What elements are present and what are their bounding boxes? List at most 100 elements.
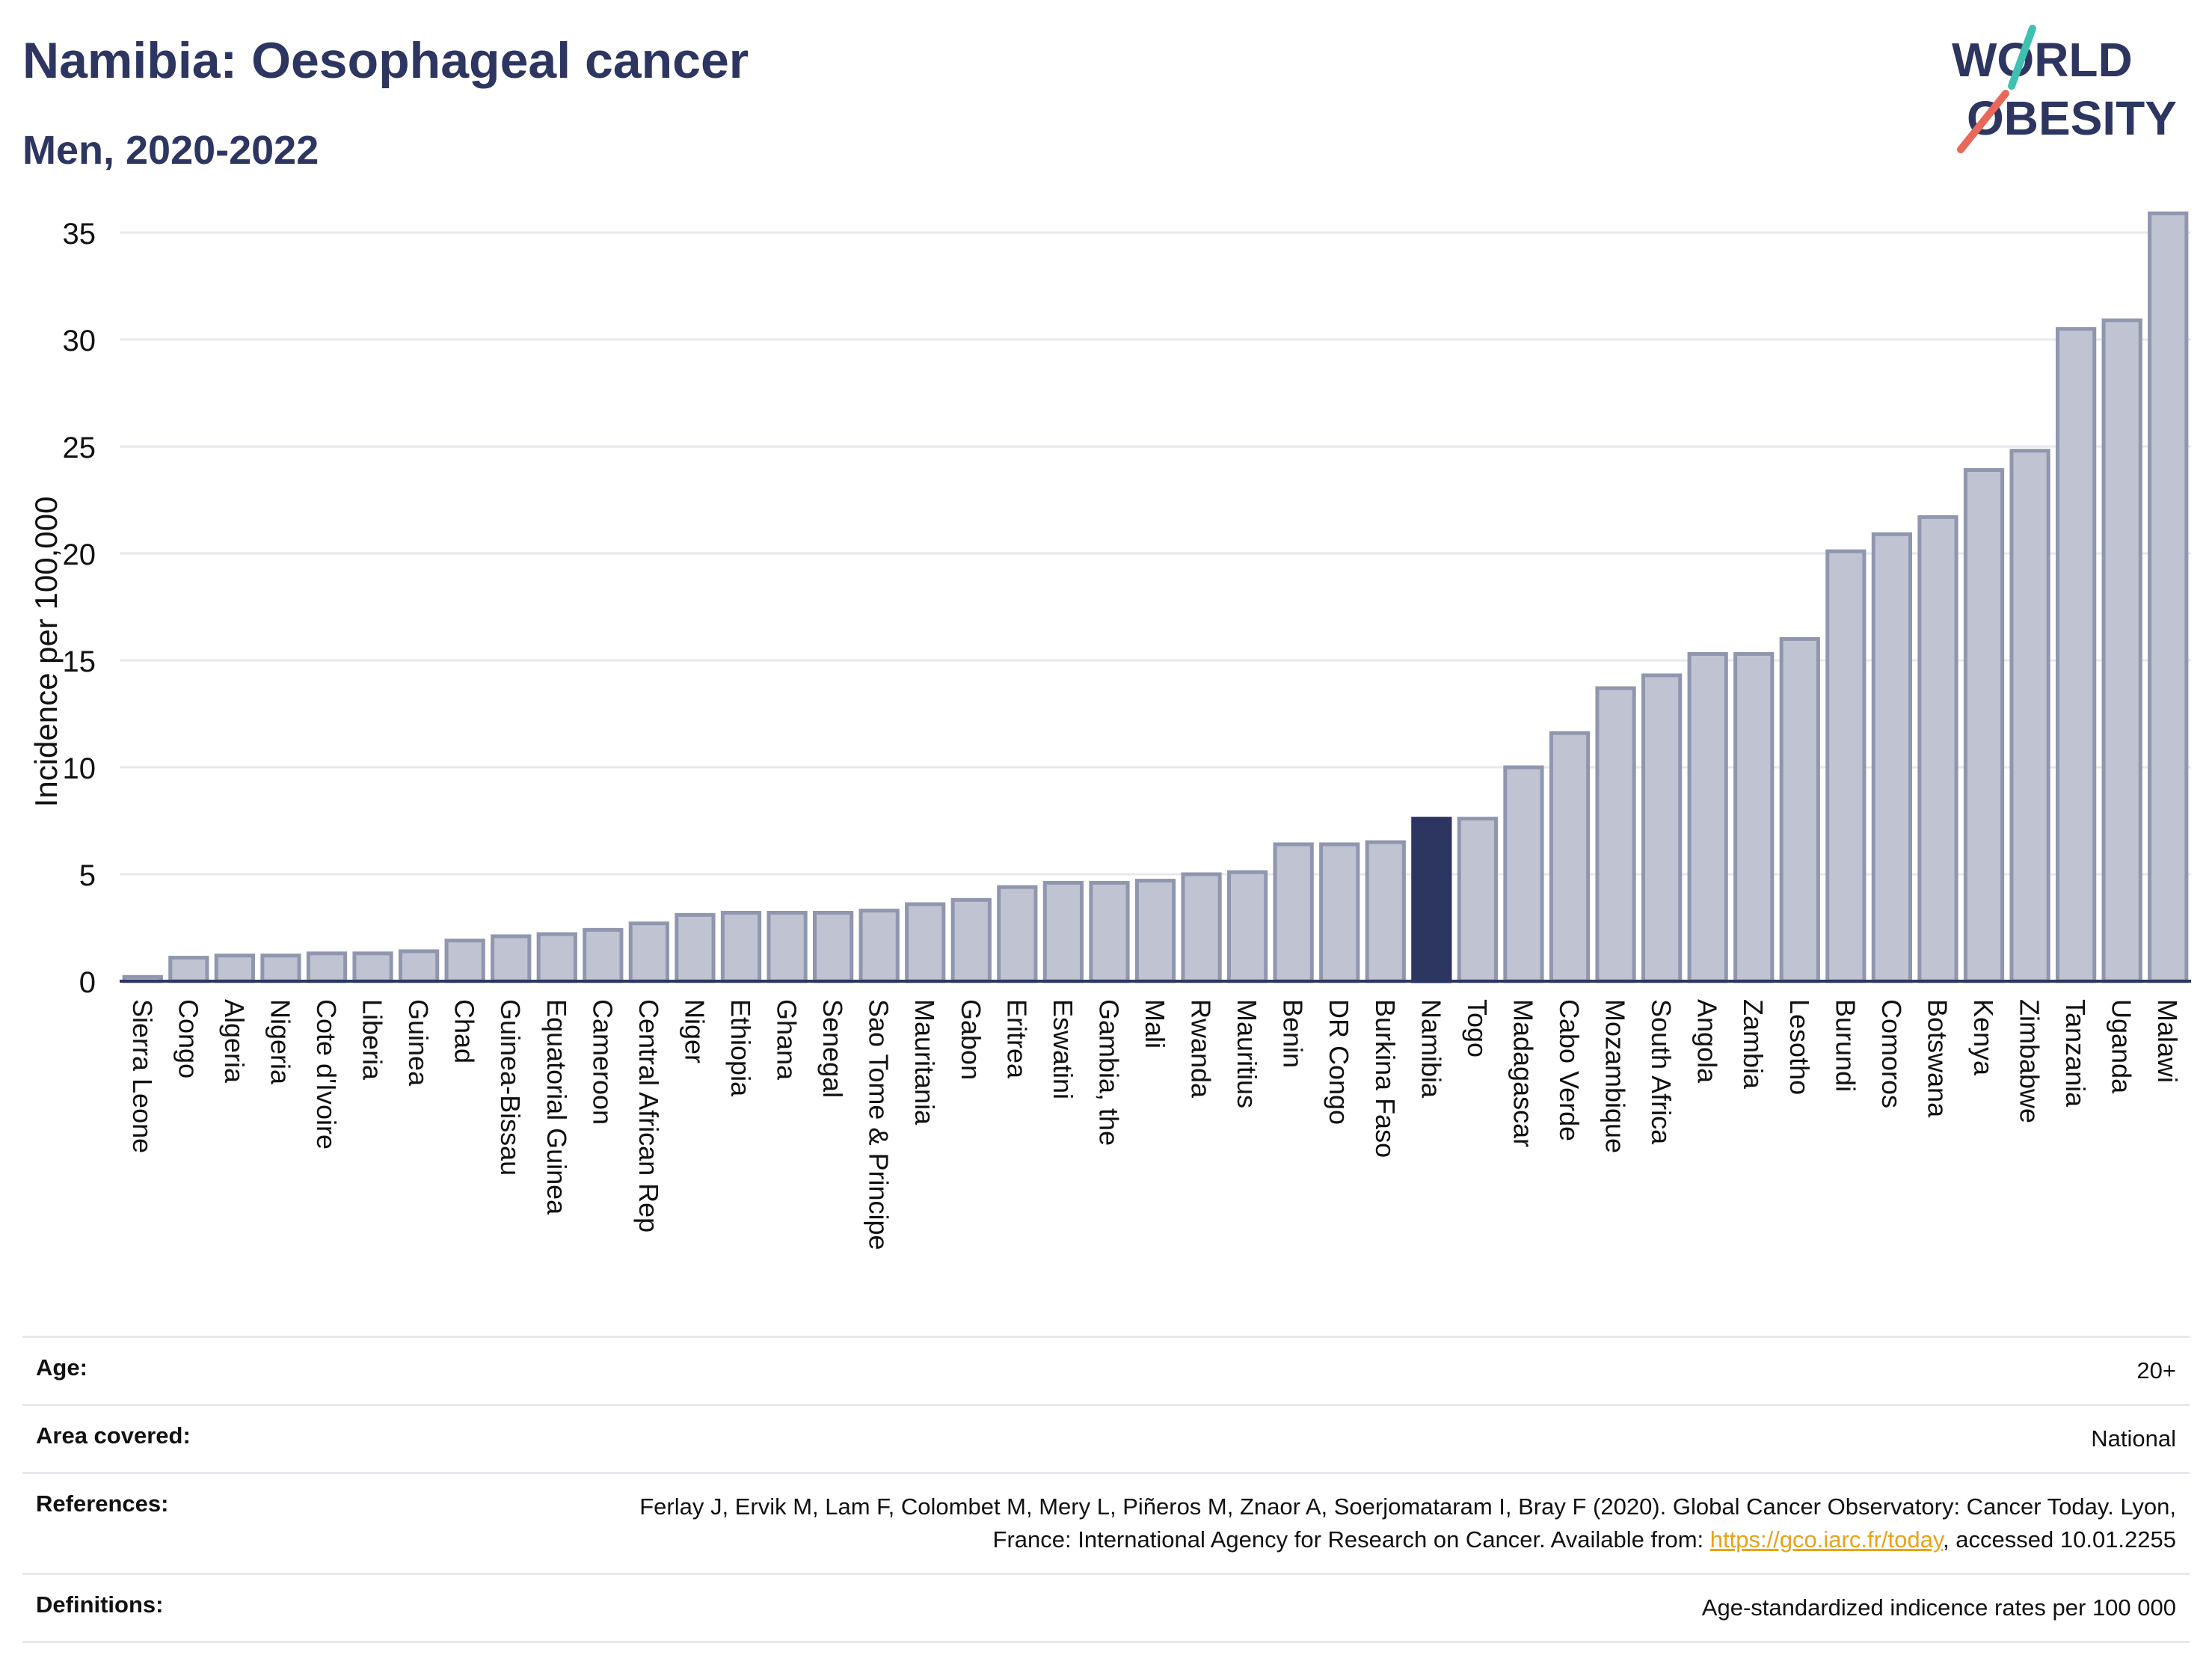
x-tick-label: Gabon — [956, 999, 986, 1080]
bar — [1181, 872, 1222, 983]
bar — [1365, 840, 1406, 983]
bar — [1549, 731, 1591, 983]
references-label: References: — [36, 1490, 169, 1517]
x-tick-label: Guinea — [403, 999, 434, 1087]
bar — [675, 912, 716, 983]
x-tick-label: Lesotho — [1784, 999, 1815, 1095]
bar — [1089, 880, 1130, 983]
bar — [1825, 549, 1867, 983]
x-tick-label: Equatorial Guinea — [541, 999, 572, 1215]
age-value: 20+ — [2136, 1357, 2176, 1384]
bar — [398, 949, 440, 983]
bar — [1641, 673, 1683, 983]
bar — [1733, 651, 1775, 983]
bar — [1319, 842, 1360, 983]
x-tick-label: Rwanda — [1186, 999, 1217, 1099]
bar — [1687, 651, 1728, 983]
x-tick-label: Eswatini — [1048, 999, 1078, 1099]
bar — [997, 885, 1038, 983]
x-tick-label: Namibia — [1416, 999, 1446, 1099]
y-tick-label: 10 — [63, 752, 96, 785]
bar — [812, 910, 854, 983]
definitions-value: Age-standardized indicence rates per 100… — [1701, 1594, 2176, 1621]
references-value: Ferlay J, Ervik M, Lam F, Colombet M, Me… — [568, 1490, 2176, 1556]
metadata-table: Age: 20+ Area covered: National Referenc… — [22, 1336, 2190, 1643]
x-tick-label: Burkina Faso — [1370, 999, 1401, 1158]
x-tick-label: Angola — [1692, 999, 1723, 1084]
definitions-label: Definitions: — [36, 1591, 164, 1618]
x-tick-label: Nigeria — [265, 999, 295, 1085]
area-label: Area covered: — [36, 1422, 191, 1449]
x-tick-label: Mauritius — [1232, 999, 1262, 1108]
bar-chart: 0 5 10 15 20 25 30 35 Incidence per 100,000 Sierr… — [28, 211, 2191, 1250]
x-tick-label: Sao Tome & Principe — [864, 999, 894, 1250]
x-tick-label: Gambia, the — [1093, 999, 1124, 1146]
bar — [444, 939, 485, 983]
x-tick-label: Ghana — [772, 999, 802, 1081]
y-tick-label: 25 — [63, 432, 96, 464]
bar — [1503, 765, 1544, 983]
bar — [2101, 318, 2142, 983]
logo-line1: WORLD — [1952, 33, 2133, 87]
y-tick-label: 15 — [63, 645, 96, 678]
x-tick-label: DR Congo — [1324, 999, 1354, 1125]
x-tick-label: South Africa — [1646, 999, 1677, 1145]
x-tick-label: Chad — [449, 999, 480, 1063]
x-tick-label: Ethiopia — [725, 999, 756, 1097]
x-tick-label: Congo — [173, 999, 203, 1078]
x-tick-label: Cabo Verde — [1554, 999, 1585, 1141]
bar — [352, 951, 393, 983]
meta-row-references: References: Ferlay J, Ervik M, Lam F, Co… — [22, 1472, 2190, 1573]
x-tick-label: Kenya — [1968, 999, 1999, 1076]
references-suffix: , accessed 10.01.2255 — [1943, 1526, 2176, 1553]
bar — [2055, 327, 2097, 983]
age-label: Age: — [36, 1354, 87, 1381]
x-tick-label: Uganda — [2107, 999, 2137, 1094]
references-text: Ferlay J, Ervik M, Lam F, Colombet M, Me… — [639, 1493, 2176, 1553]
bar — [1273, 842, 1314, 983]
logo-slash-teal — [2008, 25, 2036, 90]
world-obesity-logo: WORLD OBESITY — [1952, 25, 2177, 153]
x-tick-label: Guinea-Bissau — [495, 999, 526, 1176]
meta-row-age: Age: 20+ — [22, 1336, 2190, 1404]
x-tick-label: Mozambique — [1600, 999, 1631, 1153]
x-tick-label: Zambia — [1738, 999, 1769, 1090]
x-tick-label: Sierra Leone — [127, 999, 158, 1153]
bar — [1871, 532, 1913, 983]
bar — [260, 954, 301, 983]
bar — [168, 956, 209, 983]
x-tick-label: Algeria — [219, 999, 250, 1084]
bar — [628, 921, 670, 983]
x-tick-label: Comoros — [1876, 999, 1907, 1108]
bar — [1134, 879, 1176, 983]
x-tick-label: Senegal — [817, 999, 848, 1098]
x-tick-label: Togo — [1462, 999, 1493, 1057]
y-tick-label: 35 — [63, 218, 96, 251]
y-tick-label: 20 — [63, 538, 96, 571]
x-tick-label: Cote d'Ivoire — [311, 999, 342, 1149]
bar — [1042, 880, 1084, 983]
bar — [1779, 636, 1820, 983]
bar — [905, 902, 946, 983]
bar — [720, 910, 762, 983]
y-tick-label: 30 — [63, 325, 96, 357]
bar — [536, 932, 577, 983]
bar — [950, 897, 992, 983]
x-tick-label: Liberia — [357, 999, 388, 1081]
y-tick-label: 5 — [79, 859, 96, 892]
x-tick-label: Zimbabwe — [2015, 999, 2045, 1123]
x-tick-label: Niger — [679, 999, 710, 1063]
bar — [2148, 211, 2189, 983]
area-value: National — [2091, 1425, 2176, 1452]
bar — [766, 910, 808, 983]
references-link[interactable]: https://gco.iarc.fr/today — [1709, 1526, 1944, 1553]
x-tick-label: Eritrea — [1001, 999, 1032, 1079]
x-tick-label: Madagascar — [1508, 999, 1538, 1147]
chart-subtitle: Men, 2020-2022 — [22, 128, 319, 173]
x-tick-label: Benin — [1278, 999, 1309, 1068]
bar — [1917, 515, 1958, 983]
x-tick-label: Malawi — [2152, 999, 2183, 1083]
chart-title: Namibia: Oesophageal cancer — [22, 32, 749, 89]
bar — [491, 934, 532, 983]
bar — [1226, 870, 1268, 983]
